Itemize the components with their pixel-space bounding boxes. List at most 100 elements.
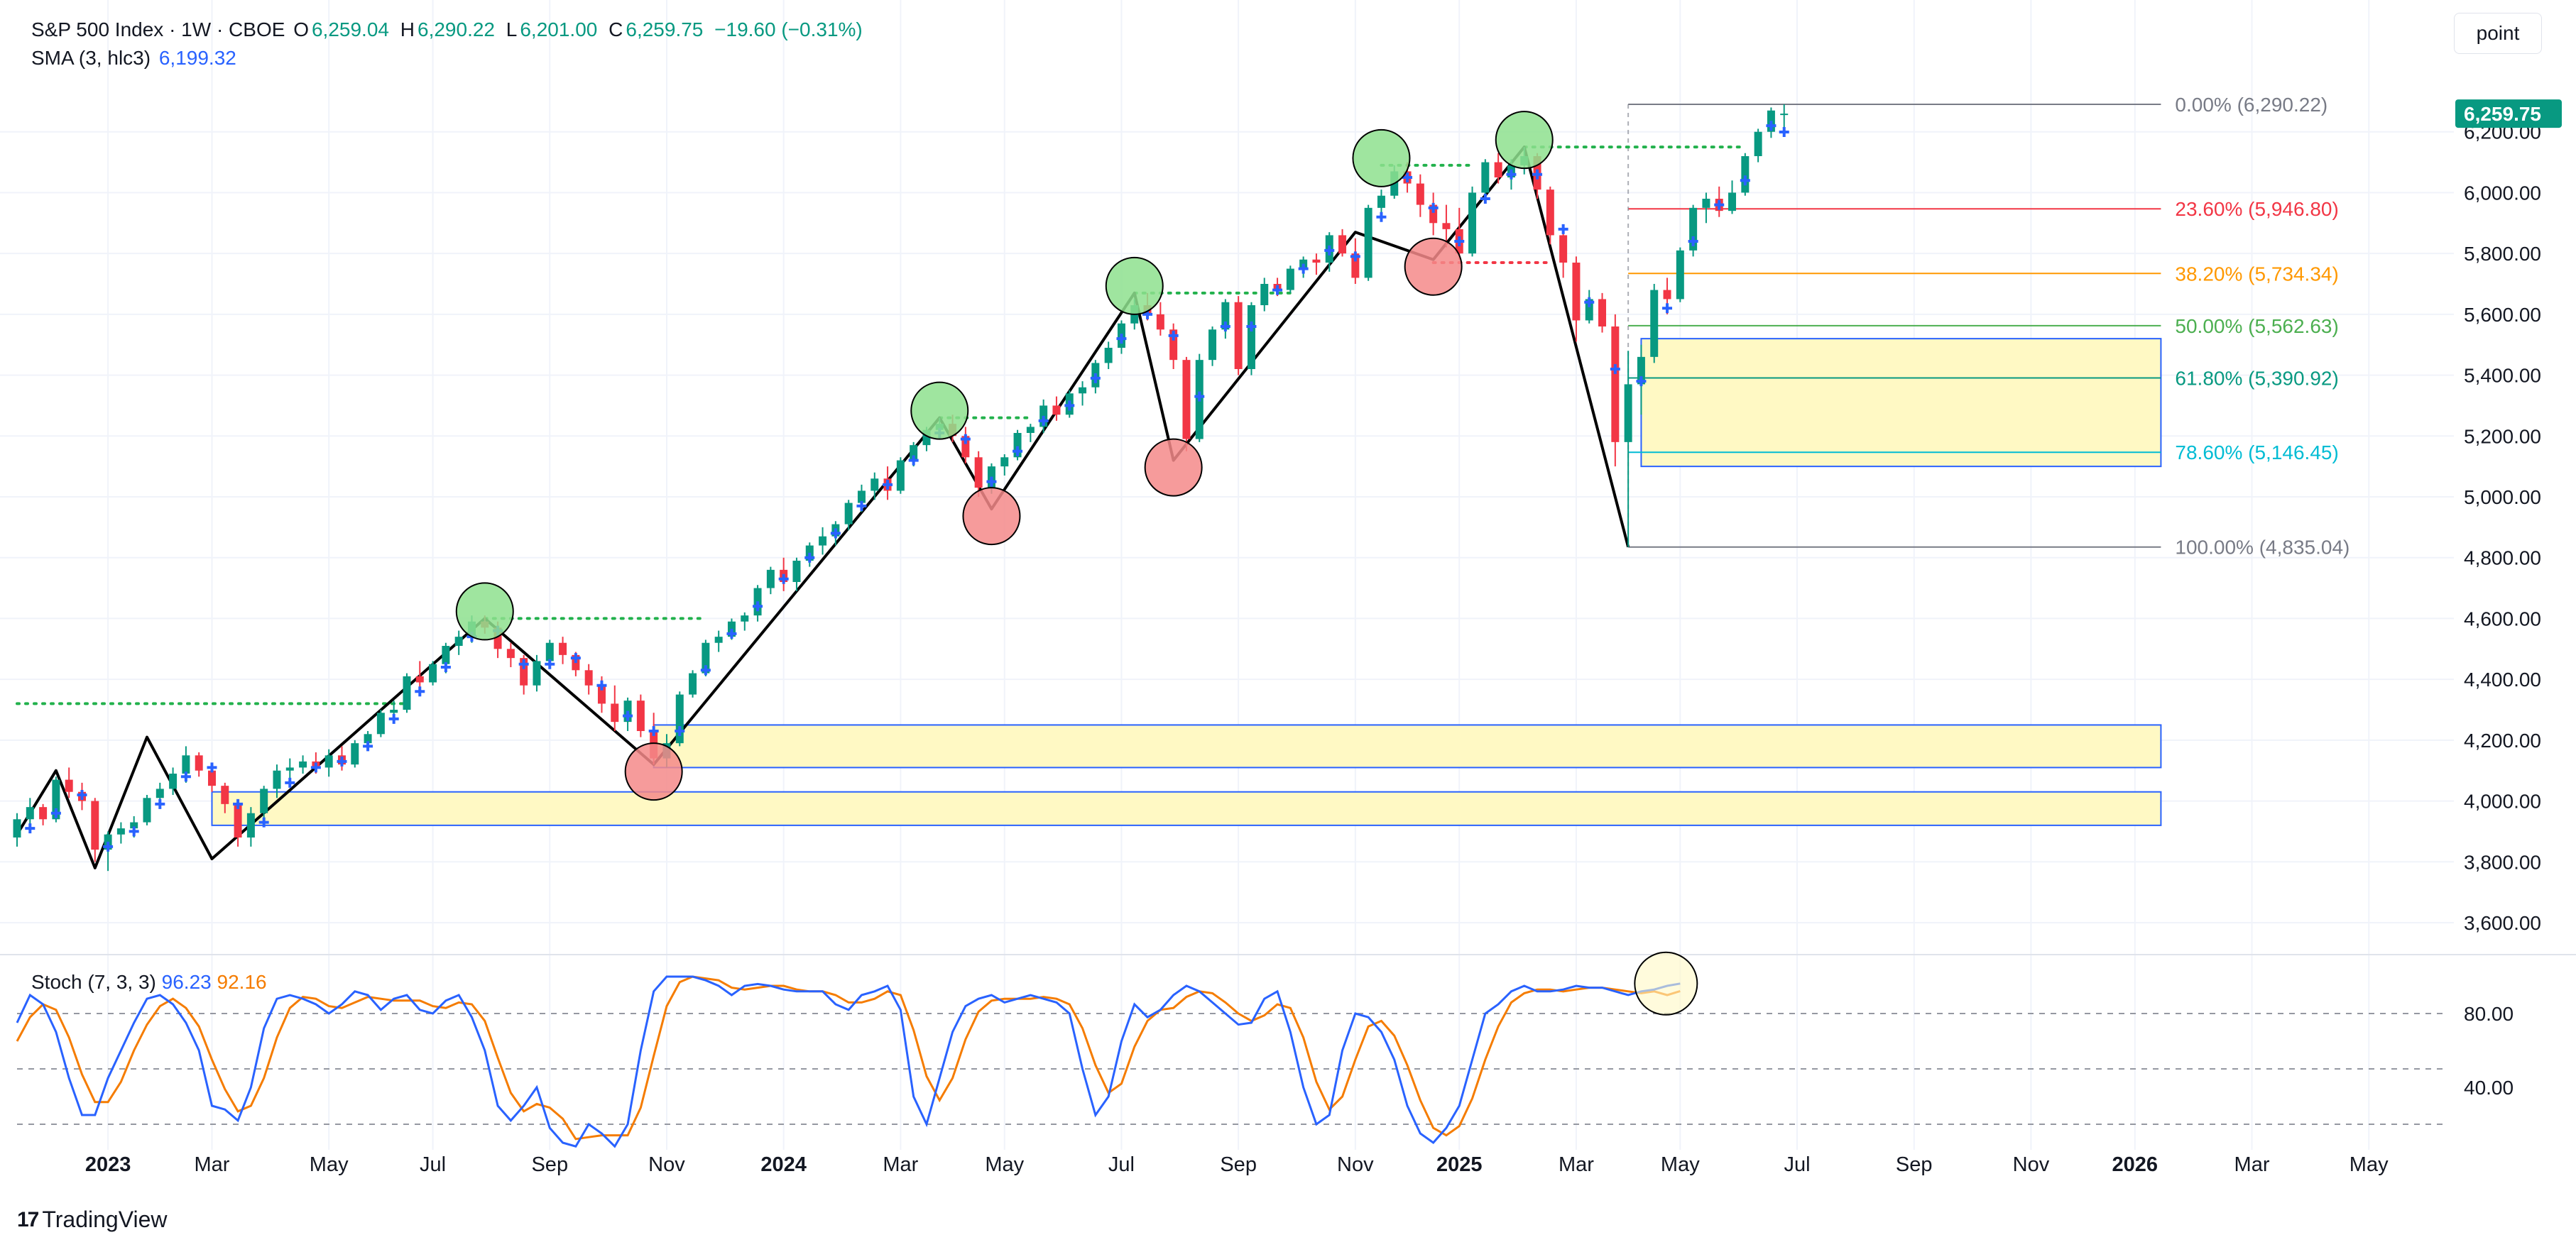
candle bbox=[871, 472, 879, 500]
y-tick-label: 4,400.00 bbox=[2464, 669, 2541, 691]
candle bbox=[169, 767, 178, 795]
candle-body bbox=[221, 786, 229, 804]
candle bbox=[1247, 302, 1255, 375]
candle-body bbox=[493, 627, 502, 649]
candle bbox=[1169, 323, 1178, 369]
candle-body bbox=[1338, 235, 1347, 254]
candle bbox=[39, 803, 48, 825]
candle-body bbox=[1754, 131, 1762, 156]
sma-marker bbox=[1168, 330, 1179, 341]
stoch-k-value: 96.23 bbox=[161, 971, 212, 993]
candle-body bbox=[1377, 195, 1385, 208]
candle bbox=[260, 786, 268, 820]
candle-body bbox=[766, 569, 775, 588]
candle bbox=[1481, 159, 1490, 199]
tradingview-logo[interactable]: 17 TradingView bbox=[17, 1207, 167, 1233]
sma-marker bbox=[1324, 245, 1335, 256]
fib-retracement[interactable]: 0.00% (6,290.22) 23.60% (5,946.80) 38.20% … bbox=[1627, 94, 2349, 559]
candle-body bbox=[1104, 348, 1113, 363]
sma-marker bbox=[1038, 415, 1049, 426]
sma-marker bbox=[1116, 334, 1127, 344]
swing-low-marker bbox=[624, 742, 683, 801]
candle-body bbox=[273, 770, 281, 789]
candle bbox=[195, 752, 203, 777]
candle-body bbox=[1468, 192, 1477, 254]
sma-marker bbox=[1090, 373, 1101, 383]
candle-body bbox=[26, 807, 34, 820]
candle-body bbox=[1572, 263, 1581, 321]
candle-body bbox=[741, 615, 749, 622]
candle-body bbox=[246, 813, 255, 838]
y-tick-label: 5,600.00 bbox=[2464, 304, 2541, 326]
dotted-levels bbox=[16, 145, 1747, 705]
stoch-d-value: 92.16 bbox=[217, 971, 267, 993]
candle bbox=[299, 755, 307, 774]
sma-marker bbox=[129, 826, 139, 837]
candle bbox=[584, 664, 593, 695]
x-tick-label: May bbox=[1661, 1153, 1700, 1176]
x-tick-label: Sep bbox=[531, 1153, 568, 1176]
point-button[interactable]: point bbox=[2454, 13, 2542, 54]
swing-low-marker bbox=[1404, 237, 1463, 296]
candle-body bbox=[961, 436, 970, 458]
fib-level-label: 23.60% (5,946.80) bbox=[2175, 198, 2338, 220]
sma-marker bbox=[285, 777, 295, 788]
fib-level-label: 61.80% (5,390.92) bbox=[2175, 367, 2338, 389]
candle-body bbox=[533, 661, 541, 686]
candle-body bbox=[1481, 162, 1490, 193]
sma-marker bbox=[1688, 236, 1698, 246]
price-badge-label: 6,259.75 bbox=[2464, 103, 2541, 125]
candle-body bbox=[442, 646, 450, 664]
candle bbox=[1468, 186, 1477, 257]
sma-marker bbox=[623, 710, 633, 721]
candle bbox=[1429, 192, 1438, 236]
candle bbox=[429, 661, 437, 686]
candle-body bbox=[1637, 356, 1645, 385]
fib-level-label: 0.00% (6,290.22) bbox=[2175, 94, 2327, 116]
stoch-y-tick: 80.00 bbox=[2464, 1003, 2514, 1025]
sma-marker bbox=[103, 841, 114, 852]
price-change: −19.60 (−0.31%) bbox=[714, 18, 863, 40]
candle bbox=[1494, 153, 1502, 184]
candle-body bbox=[429, 664, 437, 683]
supply-demand-zones bbox=[211, 338, 2162, 826]
legend-stoch[interactable]: Stoch (7, 3, 3) 96.23 92.16 bbox=[31, 971, 267, 994]
candle-body bbox=[13, 819, 21, 838]
candle-body bbox=[597, 685, 606, 704]
candle-body bbox=[559, 642, 567, 655]
candle-body bbox=[1663, 290, 1671, 300]
candle bbox=[766, 566, 775, 595]
candle-body bbox=[403, 676, 411, 710]
x-tick-label: Jul bbox=[1784, 1153, 1810, 1176]
sma-marker bbox=[675, 726, 685, 736]
symbol-title[interactable]: S&P 500 Index · 1W · CBOE bbox=[31, 18, 285, 40]
candle-body bbox=[390, 710, 398, 713]
sma-marker bbox=[363, 741, 373, 752]
candle-body bbox=[1079, 387, 1087, 394]
candle-body bbox=[285, 767, 294, 771]
candle-body bbox=[1585, 299, 1593, 321]
candle bbox=[246, 807, 255, 847]
x-tick-label: Mar bbox=[2234, 1153, 2270, 1176]
sma-marker bbox=[1779, 127, 1789, 138]
x-tick-label: Nov bbox=[648, 1153, 685, 1176]
sma-marker bbox=[648, 726, 659, 736]
candle-body bbox=[922, 429, 931, 446]
swing-high-marker bbox=[455, 582, 514, 641]
sma-marker bbox=[1740, 175, 1750, 186]
candle bbox=[221, 782, 229, 813]
candle bbox=[116, 822, 125, 844]
y-tick-label: 5,000.00 bbox=[2464, 486, 2541, 508]
candle bbox=[26, 798, 34, 829]
sma-marker bbox=[77, 790, 87, 800]
legend-sma[interactable]: SMA (3, hlc3) 6,199.32 bbox=[31, 47, 239, 70]
sma-marker bbox=[700, 665, 711, 676]
candle bbox=[819, 527, 827, 555]
candle-body bbox=[611, 703, 619, 723]
candle-body bbox=[234, 803, 242, 838]
candle-body bbox=[91, 801, 99, 850]
candle bbox=[285, 758, 294, 780]
sma-marker bbox=[25, 823, 36, 834]
candle-body bbox=[1169, 329, 1178, 361]
